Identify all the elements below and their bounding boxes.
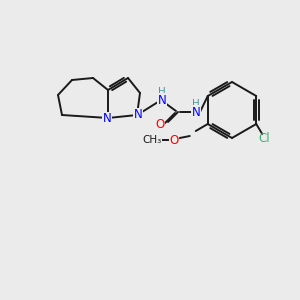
Text: H: H (192, 99, 200, 109)
Text: N: N (158, 94, 166, 106)
Text: CH₃: CH₃ (142, 135, 161, 145)
Text: N: N (192, 106, 200, 118)
Text: N: N (134, 109, 142, 122)
Text: O: O (169, 134, 178, 146)
Text: O: O (155, 118, 165, 130)
Text: Cl: Cl (258, 131, 270, 145)
Text: N: N (103, 112, 111, 125)
Text: H: H (158, 87, 166, 97)
